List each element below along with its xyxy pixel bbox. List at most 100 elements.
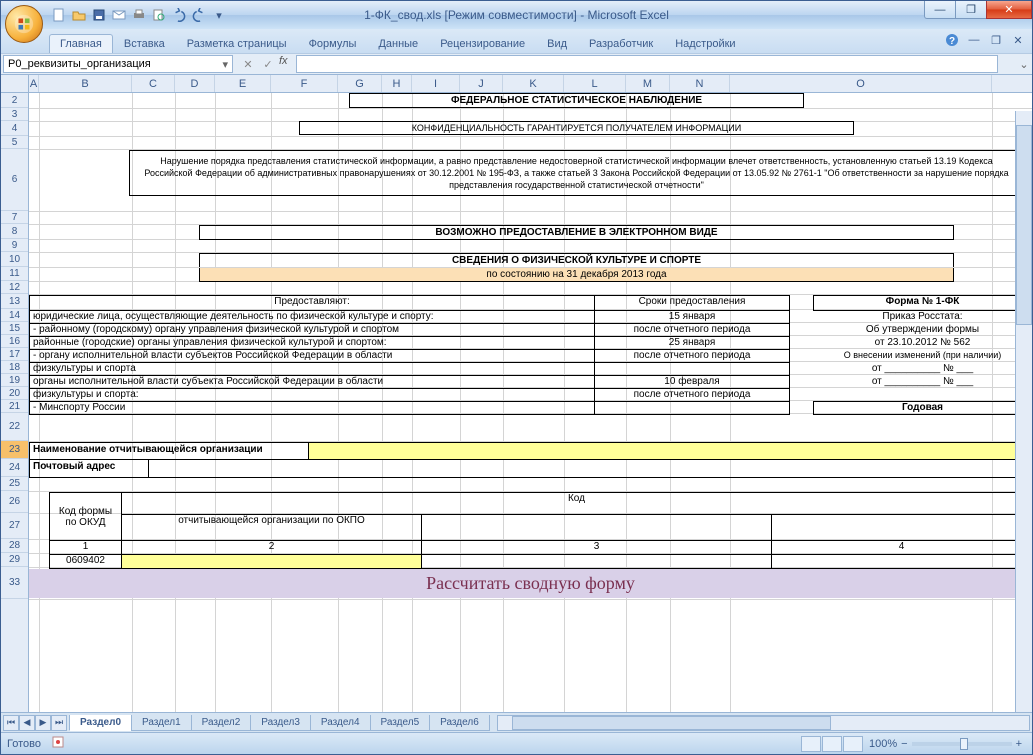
view-normal-button[interactable] xyxy=(801,736,821,752)
open-icon[interactable] xyxy=(71,7,87,23)
row-header-14[interactable]: 14 xyxy=(1,309,28,322)
ribbon-tab-1[interactable]: Вставка xyxy=(113,34,176,53)
tab-nav-first[interactable]: ⏮ xyxy=(3,715,19,731)
horizontal-scrollbar[interactable] xyxy=(497,715,1030,731)
row-header-24[interactable]: 24 xyxy=(1,459,28,477)
col-header-J[interactable]: J xyxy=(460,75,503,92)
col-header-B[interactable]: B xyxy=(39,75,132,92)
row-header-8[interactable]: 8 xyxy=(1,224,28,239)
grid-body[interactable]: ФЕДЕРАЛЬНОЕ СТАТИСТИЧЕСКОЕ НАБЛЮДЕНИЕ КО… xyxy=(29,93,1032,712)
minimize-button[interactable]: — xyxy=(924,1,956,19)
doc-close-icon[interactable]: ✕ xyxy=(1010,32,1026,48)
org-input[interactable] xyxy=(309,442,1032,460)
ribbon-tab-4[interactable]: Данные xyxy=(367,34,429,53)
col-header-G[interactable]: G xyxy=(338,75,382,92)
ribbon-tab-2[interactable]: Разметка страницы xyxy=(176,34,298,53)
row-header-33[interactable]: 33 xyxy=(1,567,28,599)
row-header-3[interactable]: 3 xyxy=(1,108,28,121)
doc-restore-icon[interactable]: ❐ xyxy=(988,32,1004,48)
sheet-tab-3[interactable]: Раздел3 xyxy=(250,715,311,731)
row-header-28[interactable]: 28 xyxy=(1,539,28,553)
view-pagebreak-button[interactable] xyxy=(843,736,863,752)
row-header-23[interactable]: 23 xyxy=(1,441,28,459)
help-icon[interactable]: ? xyxy=(944,32,960,48)
sheet-tab-2[interactable]: Раздел2 xyxy=(191,715,252,731)
col-header-E[interactable]: E xyxy=(215,75,271,92)
sheet-tab-1[interactable]: Раздел1 xyxy=(131,715,192,731)
qat-dropdown-icon[interactable]: ▾ xyxy=(211,7,227,23)
col-header-L[interactable]: L xyxy=(564,75,626,92)
maximize-button[interactable]: ❐ xyxy=(955,1,987,19)
email-icon[interactable] xyxy=(111,7,127,23)
macro-icon[interactable] xyxy=(51,735,65,752)
row-header-2[interactable]: 2 xyxy=(1,93,28,108)
ribbon-tab-5[interactable]: Рецензирование xyxy=(429,34,536,53)
row-header-20[interactable]: 20 xyxy=(1,387,28,400)
sheet-tab-0[interactable]: Раздел0 xyxy=(69,715,132,731)
close-button[interactable]: ✕ xyxy=(986,1,1032,19)
row-header-11[interactable]: 11 xyxy=(1,267,28,281)
col-header-A[interactable]: A xyxy=(29,75,39,92)
ribbon-tab-3[interactable]: Формулы xyxy=(298,34,368,53)
row-header-17[interactable]: 17 xyxy=(1,348,28,361)
col-header-F[interactable]: F xyxy=(271,75,338,92)
namebox-dropdown-icon[interactable]: ▾ xyxy=(222,58,228,71)
formula-expand-icon[interactable]: ⌄ xyxy=(1016,58,1032,71)
name-box[interactable]: P0_реквизиты_организация ▾ xyxy=(3,55,233,73)
row-header-16[interactable]: 16 xyxy=(1,335,28,348)
addr-input[interactable] xyxy=(149,460,1032,478)
row-header-15[interactable]: 15 xyxy=(1,322,28,335)
row-header-6[interactable]: 6 xyxy=(1,149,28,211)
row-header-4[interactable]: 4 xyxy=(1,121,28,136)
preview-icon[interactable] xyxy=(151,7,167,23)
new-icon[interactable] xyxy=(51,7,67,23)
okpo-input[interactable] xyxy=(122,555,422,569)
row-header-19[interactable]: 19 xyxy=(1,374,28,387)
row-header-5[interactable]: 5 xyxy=(1,136,28,149)
row-header-22[interactable]: 22 xyxy=(1,413,28,441)
save-icon[interactable] xyxy=(91,7,107,23)
ribbon-tab-8[interactable]: Надстройки xyxy=(664,34,746,53)
sheet-tab-6[interactable]: Раздел6 xyxy=(429,715,490,731)
undo-icon[interactable] xyxy=(171,7,187,23)
col-header-H[interactable]: H xyxy=(382,75,412,92)
zoom-in-button[interactable]: + xyxy=(1016,738,1022,750)
row-header-7[interactable]: 7 xyxy=(1,211,28,224)
row-header-27[interactable]: 27 xyxy=(1,513,28,539)
col-header-I[interactable]: I xyxy=(412,75,460,92)
row-header-10[interactable]: 10 xyxy=(1,252,28,267)
ribbon-tab-7[interactable]: Разработчик xyxy=(578,34,664,53)
col-header-K[interactable]: K xyxy=(503,75,564,92)
vertical-scrollbar[interactable] xyxy=(1015,111,1032,712)
col-header-C[interactable]: C xyxy=(132,75,175,92)
zoom-slider[interactable] xyxy=(912,742,1012,746)
col-header-O[interactable]: O xyxy=(730,75,992,92)
row-header-29[interactable]: 29 xyxy=(1,553,28,567)
col-header-N[interactable]: N xyxy=(670,75,730,92)
ribbon-minimize-icon[interactable]: — xyxy=(966,32,982,48)
view-layout-button[interactable] xyxy=(822,736,842,752)
fx-icon[interactable]: fx xyxy=(279,55,288,73)
row-header-18[interactable]: 18 xyxy=(1,361,28,374)
calculate-button[interactable]: Рассчитать сводную форму xyxy=(29,569,1032,598)
ribbon-tab-6[interactable]: Вид xyxy=(536,34,578,53)
tab-nav-prev[interactable]: ◀ xyxy=(19,715,35,731)
tab-nav-last[interactable]: ⏭ xyxy=(51,715,67,731)
row-header-12[interactable]: 12 xyxy=(1,281,28,294)
row-header-9[interactable]: 9 xyxy=(1,239,28,252)
col-header-D[interactable]: D xyxy=(175,75,215,92)
col-header-M[interactable]: M xyxy=(626,75,670,92)
print-icon[interactable] xyxy=(131,7,147,23)
office-button[interactable] xyxy=(5,5,43,43)
ribbon-tab-0[interactable]: Главная xyxy=(49,34,113,53)
row-header-21[interactable]: 21 xyxy=(1,400,28,413)
sheet-tab-5[interactable]: Раздел5 xyxy=(370,715,431,731)
sheet-tab-4[interactable]: Раздел4 xyxy=(310,715,371,731)
tab-nav-next[interactable]: ▶ xyxy=(35,715,51,731)
row-header-13[interactable]: 13 xyxy=(1,294,28,309)
zoom-out-button[interactable]: − xyxy=(901,738,907,750)
formula-bar[interactable] xyxy=(296,55,998,73)
select-all-corner[interactable] xyxy=(1,75,29,93)
redo-icon[interactable] xyxy=(191,7,207,23)
row-header-26[interactable]: 26 xyxy=(1,491,28,513)
